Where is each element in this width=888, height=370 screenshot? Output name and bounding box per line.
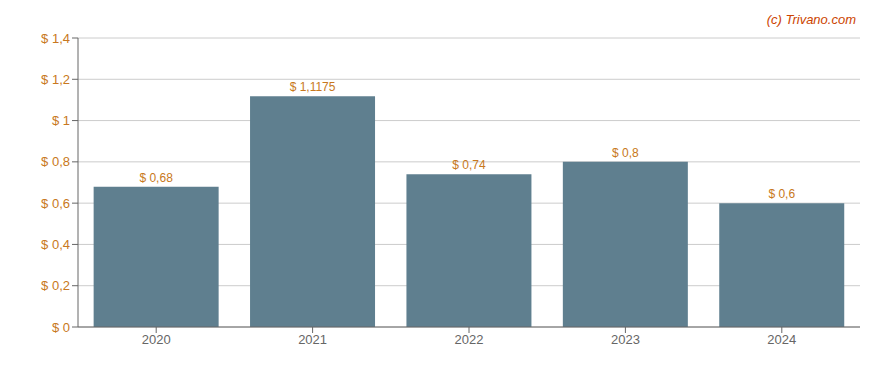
svg-text:2022: 2022	[455, 332, 484, 347]
svg-text:$ 0,4: $ 0,4	[41, 237, 70, 252]
svg-text:$ 0,8: $ 0,8	[41, 154, 70, 169]
svg-text:$ 0,6: $ 0,6	[768, 187, 795, 201]
svg-text:$ 1,2: $ 1,2	[41, 72, 70, 87]
svg-text:2021: 2021	[298, 332, 327, 347]
svg-text:2024: 2024	[767, 332, 796, 347]
svg-text:$ 1,1175: $ 1,1175	[290, 80, 336, 94]
svg-text:$ 0,8: $ 0,8	[612, 146, 639, 160]
svg-text:$ 0,68: $ 0,68	[139, 171, 173, 185]
svg-text:$ 0,74: $ 0,74	[452, 158, 486, 172]
svg-text:$ 0,6: $ 0,6	[41, 196, 70, 211]
svg-text:2020: 2020	[142, 332, 171, 347]
svg-text:$ 1,4: $ 1,4	[41, 31, 70, 46]
html-text:(c) Trivano.com: (c) Trivano.com	[766, 12, 856, 27]
svg-text:$ 0: $ 0	[52, 320, 70, 335]
svg-text:2023: 2023	[611, 332, 640, 347]
svg-text:$ 1: $ 1	[52, 113, 70, 128]
svg-text:$ 0,2: $ 0,2	[41, 278, 70, 293]
